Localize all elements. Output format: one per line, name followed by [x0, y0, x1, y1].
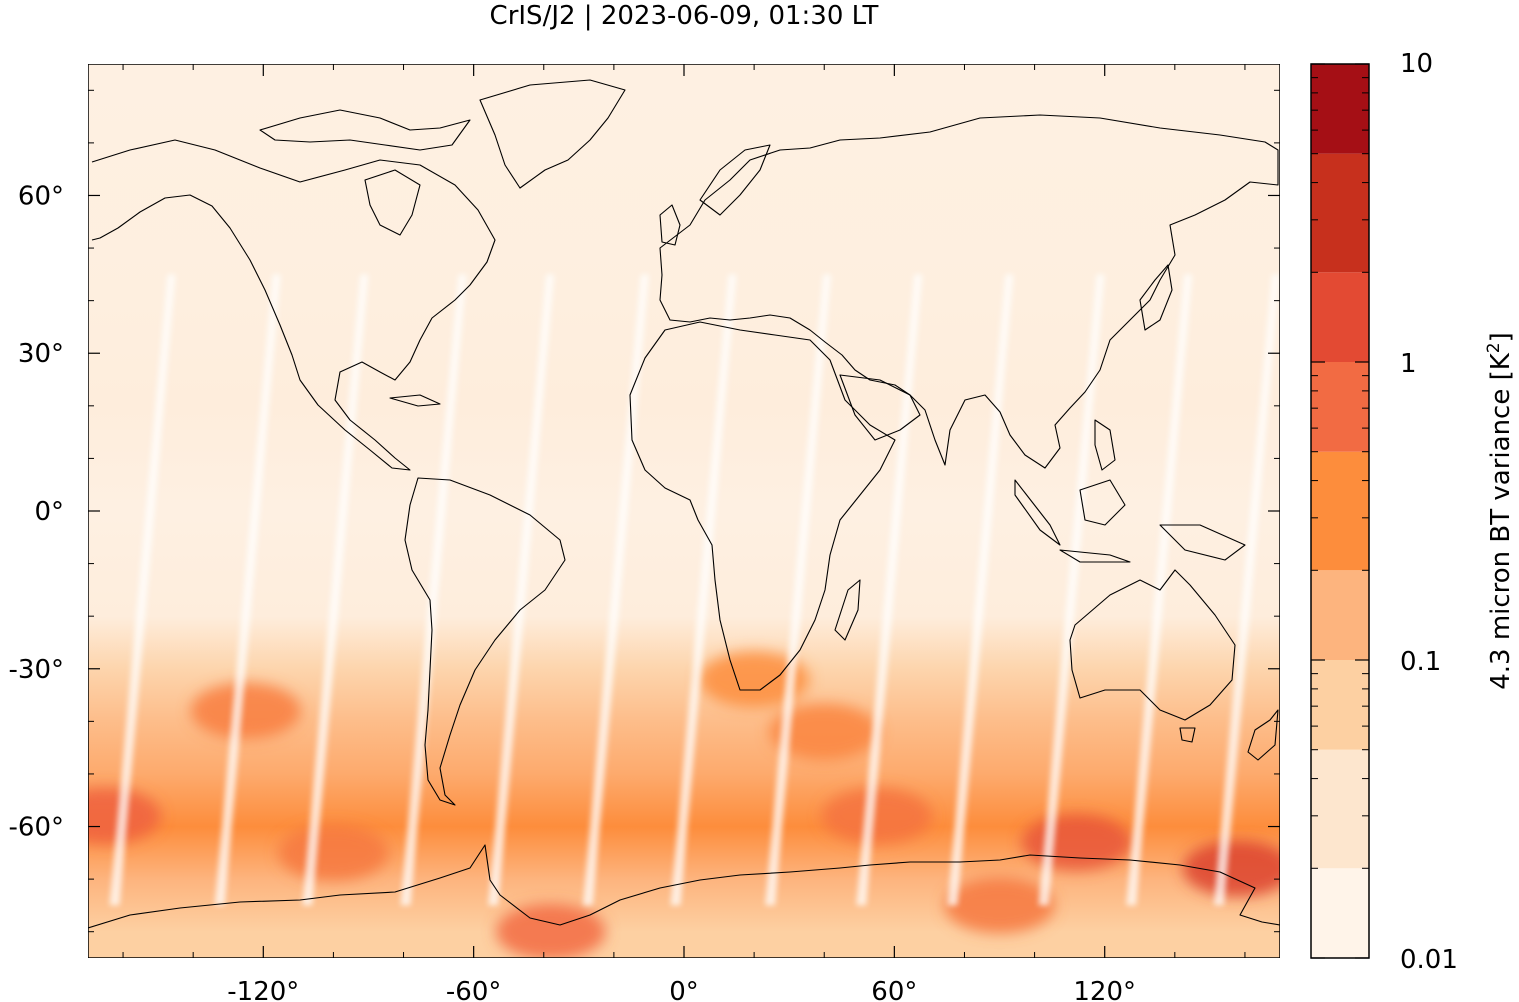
colorbar-band-8 [1311, 64, 1369, 154]
gap-stripe-4 [488, 274, 555, 906]
map-panel [88, 64, 1280, 958]
colorbar-bands [1311, 64, 1369, 958]
hotspot-4 [1021, 814, 1132, 871]
hudson-bay-coastline [364, 169, 421, 236]
arctic-islands-coastline [259, 109, 471, 151]
colorbar-band-4 [1311, 451, 1369, 571]
scandinavia-coastline [699, 144, 771, 216]
greenland-coastline [479, 79, 626, 189]
coastlines [88, 79, 1280, 929]
colorbar-ticks: 10 1 0.1 0.01 [1311, 49, 1458, 975]
colorbar: 10 1 0.1 0.01 4.3 micron BT variance [K2] [1310, 49, 1516, 975]
java-coastline [1059, 549, 1131, 563]
gap-stripe-2 [302, 274, 369, 906]
colorbar-band-2 [1311, 660, 1369, 750]
gap-stripe-5 [582, 274, 649, 906]
colorbar-band-7 [1311, 153, 1369, 273]
colorbar-band-6 [1311, 272, 1369, 362]
hotspot-5 [1182, 840, 1280, 897]
colorbar-tick-label-1: 1 [1400, 349, 1417, 379]
philippines-coastline [1094, 419, 1116, 471]
colorbar-tick-label-0: 10 [1400, 49, 1433, 79]
map-minor-ticks [88, 64, 1280, 958]
colorbar-label: 4.3 micron BT variance [K2] [1484, 332, 1516, 690]
orbit-gap-stripes [109, 274, 1280, 906]
y-tick-label-0: 60° [18, 181, 64, 211]
colorbar-band-5 [1311, 362, 1369, 452]
hotspot-1 [278, 824, 389, 881]
colorbar-frame [1310, 63, 1370, 959]
gap-stripe-8 [856, 274, 923, 906]
antarctica-coastline [88, 844, 1280, 929]
x-tick-label-0: -120° [227, 977, 299, 1002]
sumatra-coastline [1014, 479, 1061, 546]
hotspot-6 [495, 903, 606, 958]
gap-stripe-3 [400, 274, 467, 906]
australia-coastline [1069, 569, 1236, 721]
gap-stripe-10 [1038, 274, 1105, 906]
gap-stripe-9 [947, 274, 1014, 906]
x-tick-label-4: 120° [1073, 977, 1136, 1002]
hotspot-3 [821, 788, 932, 845]
gap-stripe-0 [109, 274, 176, 906]
africa-coastline [629, 321, 896, 691]
madagascar-coastline [834, 579, 861, 641]
south-america-coastline [404, 477, 566, 806]
borneo-coastline [1079, 479, 1126, 526]
y-tick-label-2: 0° [34, 497, 64, 527]
gap-stripe-1 [214, 274, 281, 906]
gap-stripe-6 [670, 274, 737, 906]
gap-stripe-7 [765, 274, 832, 906]
y-tick-label-4: -60° [9, 813, 64, 843]
y-tick-label-3: -30° [9, 655, 64, 685]
north-america-coastline [91, 139, 496, 471]
chart-title: CrIS/J2 | 2023-06-09, 01:30 LT [490, 1, 879, 31]
british-isles-coastline [659, 204, 681, 246]
colorbar-band-1 [1311, 749, 1369, 869]
hotspot-0 [88, 788, 161, 845]
japan-coastline [1139, 264, 1173, 331]
eurasia-coastline [659, 114, 1279, 469]
colorbar-tick-label-2: 0.1 [1400, 647, 1441, 677]
hotspot-7 [944, 877, 1055, 934]
colorbar-band-3 [1311, 570, 1369, 660]
new-zealand-coastline [1247, 709, 1279, 761]
arabia-coastline [839, 374, 921, 441]
hotspot-8 [769, 703, 880, 760]
x-tick-label-2: 0° [669, 977, 699, 1002]
cuba-coastline [389, 394, 441, 407]
tasmania-coastline [1179, 727, 1196, 743]
y-tick-label-1: 30° [18, 339, 64, 369]
y-axis-ticks: 60° 30° 0° -30° -60° [9, 181, 1280, 843]
hotspot-9 [699, 651, 810, 708]
gap-stripe-12 [1213, 274, 1280, 906]
x-tick-label-1: -60° [446, 977, 501, 1002]
colorbar-tick-label-3: 0.01 [1400, 945, 1458, 975]
new-guinea-coastline [1159, 524, 1246, 561]
x-axis-ticks: -120° -60° 0° 60° 120° [227, 64, 1136, 1002]
colorbar-band-0 [1311, 868, 1369, 958]
x-tick-label-3: 60° [871, 977, 917, 1002]
hotspot-2 [190, 682, 301, 739]
